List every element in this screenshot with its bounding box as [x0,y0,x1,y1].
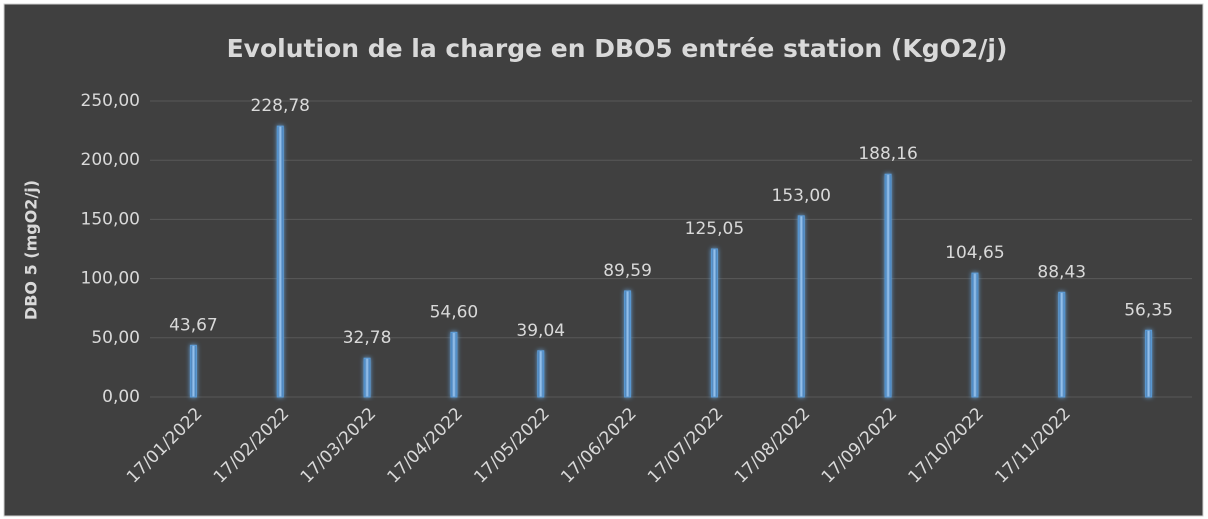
y-tick-label: 250,00 [81,91,140,111]
bar [1145,329,1153,398]
bar [363,357,371,398]
data-label: 39,04 [516,321,565,341]
chart-background [3,3,1204,517]
data-label: 56,35 [1124,300,1173,320]
bar [971,272,979,398]
data-label: 43,67 [169,315,218,335]
bar [884,173,892,398]
y-tick-label: 100,00 [81,269,140,289]
bar [189,344,197,398]
bar [624,290,632,398]
data-label: 32,78 [343,328,392,348]
data-label: 54,60 [430,302,479,322]
y-tick-label: 150,00 [81,209,140,229]
bar [1058,291,1066,398]
data-label: 125,05 [685,219,744,239]
data-label: 104,65 [945,243,1004,263]
bar [710,248,718,398]
data-label: 88,43 [1037,262,1086,282]
bar [797,215,805,398]
data-label: 188,16 [858,144,917,164]
bar [450,331,458,398]
chart-title: Evolution de la charge en DBO5 entrée st… [227,34,1008,63]
y-tick-label: 200,00 [81,150,140,170]
data-label: 228,78 [251,96,310,116]
y-axis-label: DBO 5 (mgO2/j) [22,180,41,320]
y-tick-label: 50,00 [91,328,140,348]
bar [276,125,284,398]
y-tick-label: 0,00 [102,387,140,407]
data-label: 153,00 [772,186,831,206]
data-label: 89,59 [603,261,652,281]
bar [537,350,545,398]
